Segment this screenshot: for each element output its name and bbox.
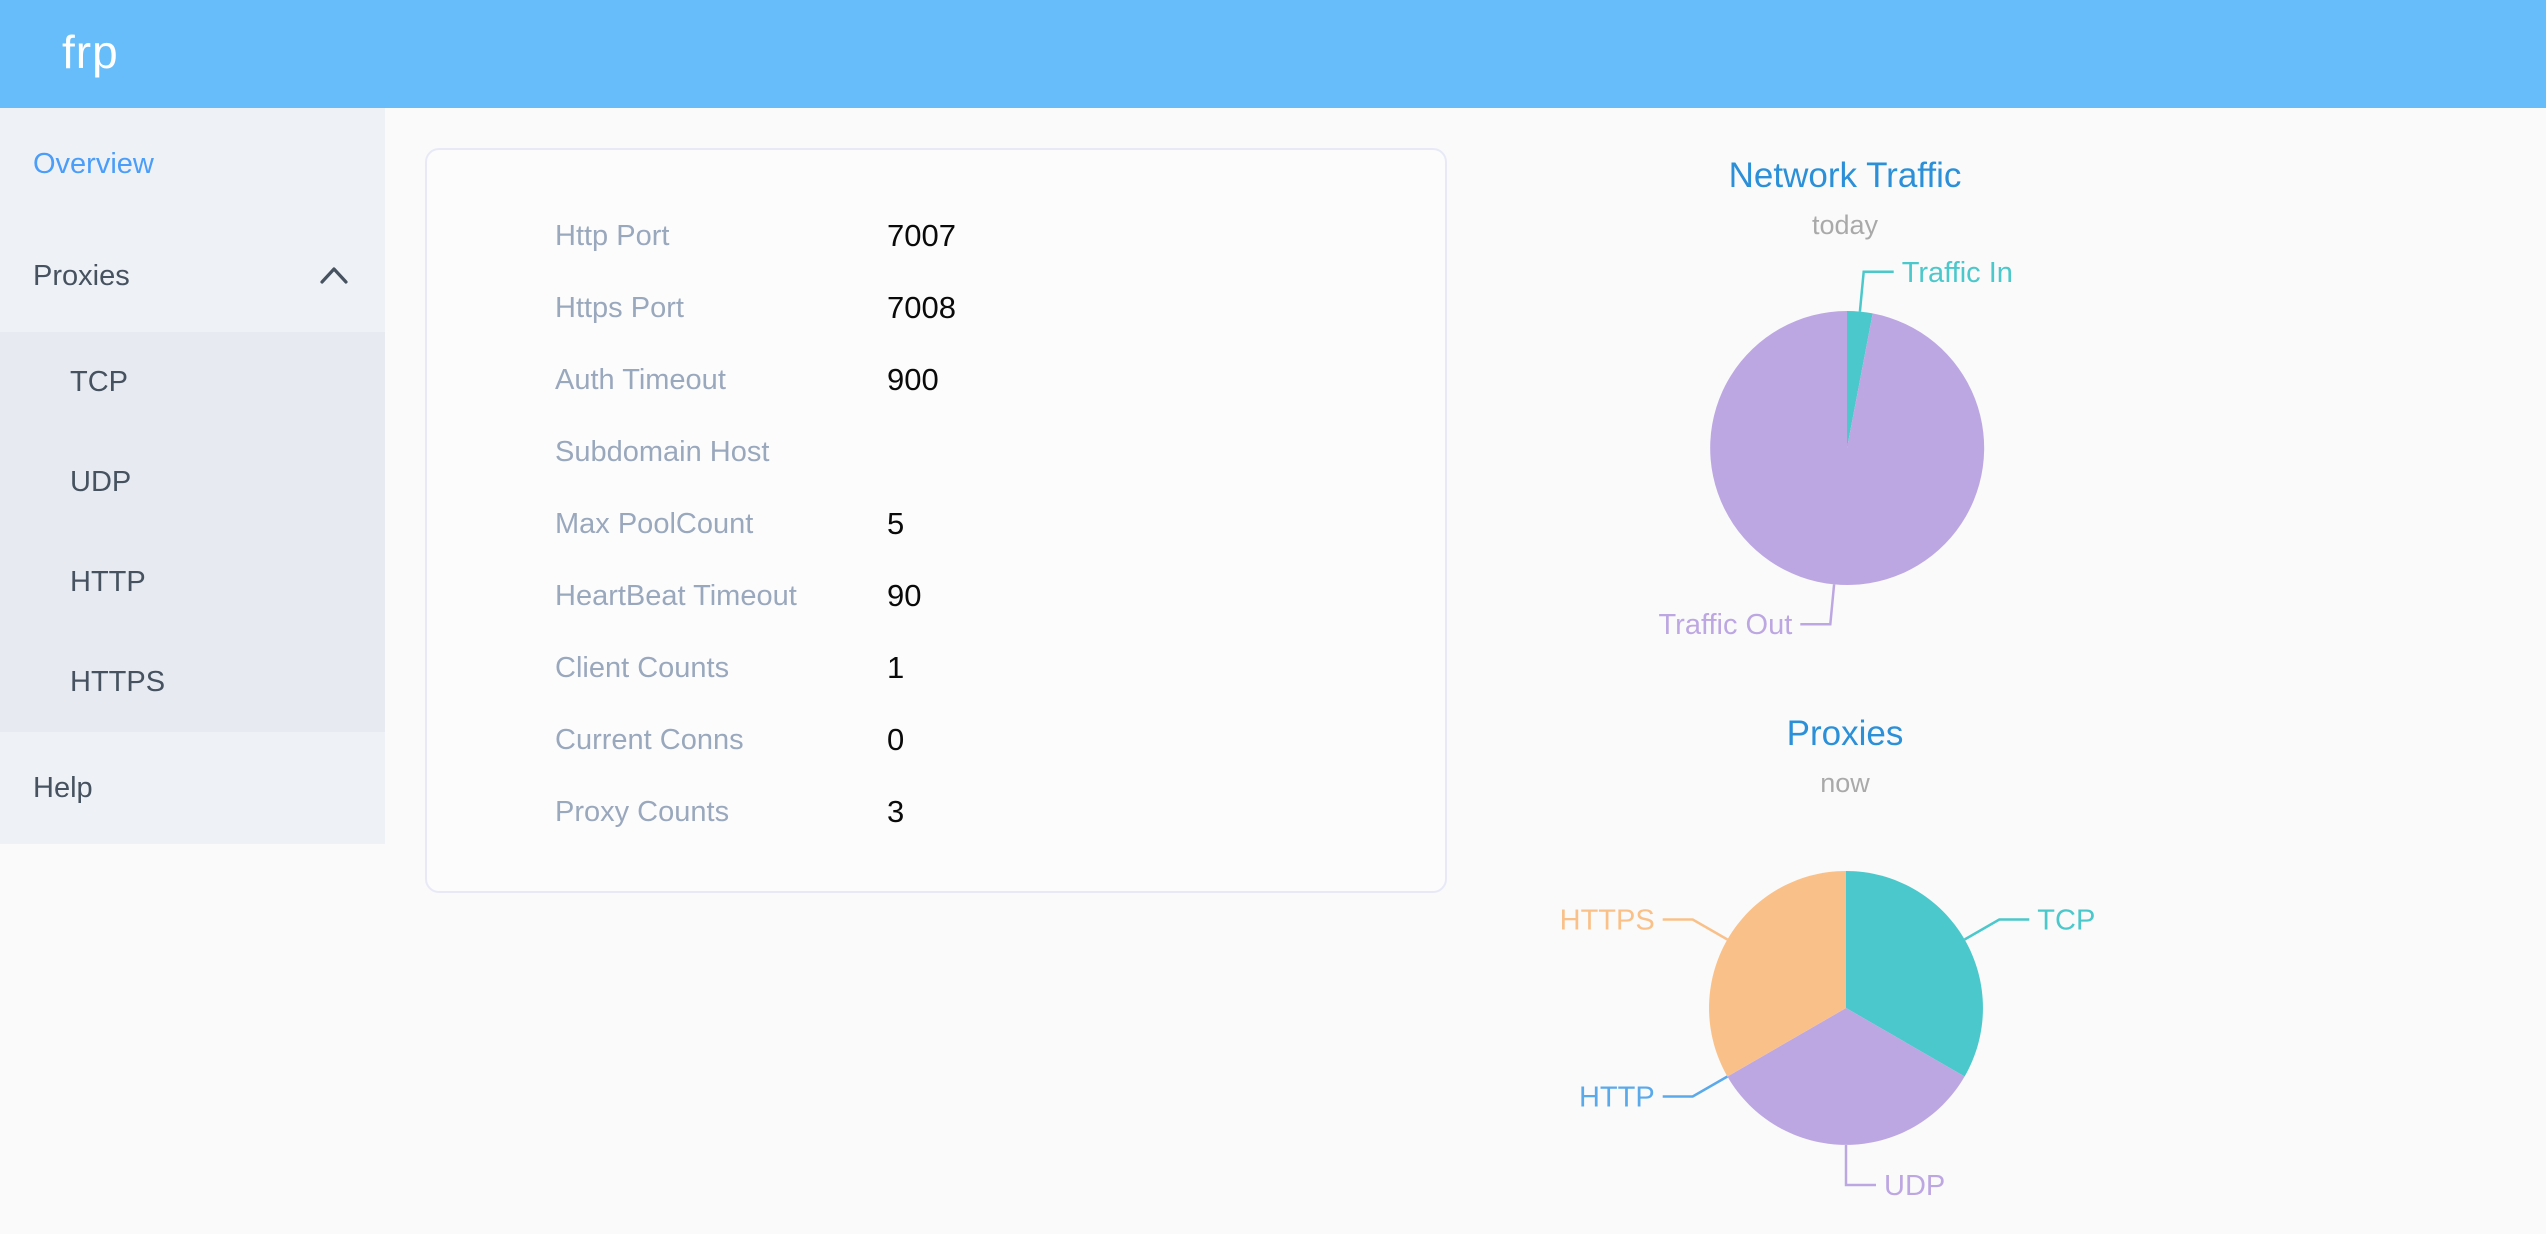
sidebar-item-proxies-label: Proxies: [33, 260, 130, 292]
info-row-proxy-counts: Proxy Counts 3: [427, 776, 1445, 848]
info-row-auth-timeout: Auth Timeout 900: [427, 344, 1445, 416]
pie-slice-traffic-in[interactable]: [1847, 310, 1873, 448]
sidebar-item-help[interactable]: Help: [0, 732, 385, 844]
info-value: 900: [887, 362, 939, 397]
proxies-submenu: TCP UDP HTTP HTTPS: [0, 332, 385, 732]
info-value: 1: [887, 650, 905, 685]
app-logo: frp: [62, 26, 119, 78]
pie-slice-udp[interactable]: [1727, 1008, 1965, 1145]
pie-label-line-http: [1662, 1075, 1729, 1098]
info-value: 3: [887, 794, 905, 829]
info-row-current-conns: Current Conns 0: [427, 704, 1445, 776]
pie-slice-traffic-out[interactable]: [1710, 311, 1985, 585]
info-row-client-counts: Client Counts 1: [427, 632, 1445, 704]
network-traffic-chart-subtitle: today: [1811, 210, 1879, 240]
pie-slice-tcp[interactable]: [1846, 871, 1983, 1077]
pie-label-line-udp: [1844, 1145, 1876, 1187]
info-value: 90: [887, 578, 922, 613]
pie-label-traffic-in: Traffic In: [1902, 257, 2013, 289]
sidebar-item-proxies[interactable]: Proxies: [0, 220, 385, 332]
proxies-chart-subtitle: now: [1820, 768, 1870, 798]
info-value: 5: [887, 506, 905, 541]
pie-label-line-https: [1662, 918, 1729, 941]
sidebar-item-tcp[interactable]: TCP: [0, 332, 385, 432]
info-label: Http Port: [555, 219, 670, 252]
pie-label-line-tcp: [1963, 918, 2030, 941]
pie-label-http: HTTP: [1579, 1082, 1655, 1114]
app-header: frp: [0, 0, 2546, 108]
info-row-subdomain-host: Subdomain Host: [427, 416, 1445, 488]
pie-label-https: HTTPS: [1560, 905, 1655, 937]
info-label: Proxy Counts: [555, 795, 730, 828]
sidebar-item-help-label: Help: [33, 772, 93, 804]
info-row-https-port: Https Port 7008: [427, 272, 1445, 344]
info-label: Client Counts: [555, 651, 730, 684]
pie-label-line-traffic-out: [1800, 584, 1836, 626]
info-label: HeartBeat Timeout: [555, 579, 797, 612]
sidebar-item-udp-label: UDP: [70, 466, 132, 498]
info-label: Subdomain Host: [555, 435, 770, 468]
info-value: 7007: [887, 218, 956, 253]
info-row-heartbeat-timeout: HeartBeat Timeout 90: [427, 560, 1445, 632]
chevron-up-icon: [320, 267, 348, 284]
sidebar-item-http-label: HTTP: [70, 566, 146, 598]
info-row-max-poolcount: Max PoolCount 5: [427, 488, 1445, 560]
sidebar-item-udp[interactable]: UDP: [0, 432, 385, 532]
network-traffic-chart-title: Network Traffic: [1728, 156, 1962, 195]
pie-slice-https[interactable]: [1709, 871, 1846, 1077]
sidebar: Overview Proxies TCP UDP HTTP HTTPS Help: [0, 108, 385, 844]
pie-label-traffic-out: Traffic Out: [1659, 609, 1793, 641]
info-value: 0: [887, 722, 905, 757]
pie-label-line-traffic-in: [1858, 270, 1894, 312]
info-label: Current Conns: [555, 723, 744, 756]
sidebar-item-https-label: HTTPS: [70, 666, 166, 698]
sidebar-item-overview-label: Overview: [33, 148, 154, 180]
proxies-chart-title: Proxies: [1786, 714, 1904, 753]
info-label: Auth Timeout: [555, 363, 726, 396]
pie-label-udp: UDP: [1884, 1170, 1945, 1202]
info-value: 7008: [887, 290, 956, 325]
sidebar-item-overview[interactable]: Overview: [0, 108, 385, 220]
info-label: Max PoolCount: [555, 507, 754, 540]
info-label: Https Port: [555, 291, 684, 324]
sidebar-item-https[interactable]: HTTPS: [0, 632, 385, 732]
pie-label-tcp: TCP: [2037, 905, 2095, 937]
sidebar-item-tcp-label: TCP: [70, 366, 128, 398]
sidebar-item-http[interactable]: HTTP: [0, 532, 385, 632]
info-row-http-port: Http Port 7007: [427, 200, 1445, 272]
charts-canvas: Traffic In Traffic Out TCP UDP HTTP HTTPS: [1560, 257, 2096, 1202]
server-info-card: Http Port 7007 Https Port 7008 Auth Time…: [425, 148, 1447, 893]
